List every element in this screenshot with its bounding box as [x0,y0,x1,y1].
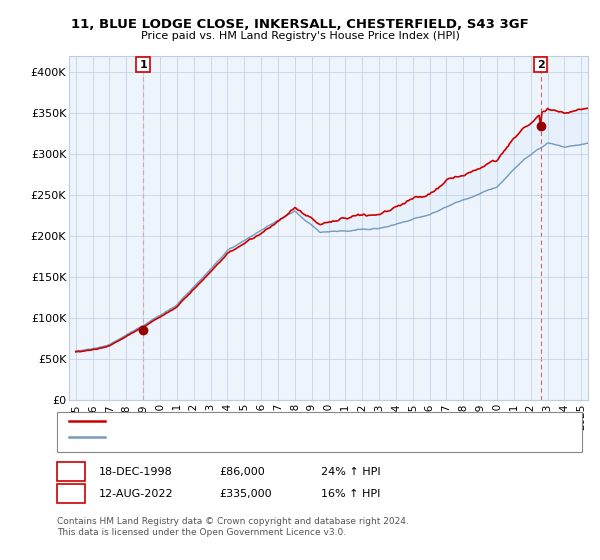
Text: £335,000: £335,000 [219,489,272,499]
Text: 1: 1 [139,59,147,69]
Text: 18-DEC-1998: 18-DEC-1998 [99,466,173,477]
Text: 11, BLUE LODGE CLOSE, INKERSALL, CHESTERFIELD, S43 3GF (detached house): 11, BLUE LODGE CLOSE, INKERSALL, CHESTER… [109,416,525,426]
Text: 2: 2 [536,59,544,69]
Text: HPI: Average price, detached house, Chesterfield: HPI: Average price, detached house, Ches… [109,432,365,442]
Text: 2: 2 [67,487,75,501]
Text: Price paid vs. HM Land Registry's House Price Index (HPI): Price paid vs. HM Land Registry's House … [140,31,460,41]
Text: 24% ↑ HPI: 24% ↑ HPI [321,466,380,477]
Text: 1: 1 [67,465,75,478]
Text: Contains HM Land Registry data © Crown copyright and database right 2024.
This d: Contains HM Land Registry data © Crown c… [57,517,409,537]
Text: 12-AUG-2022: 12-AUG-2022 [99,489,173,499]
Text: 16% ↑ HPI: 16% ↑ HPI [321,489,380,499]
Text: 11, BLUE LODGE CLOSE, INKERSALL, CHESTERFIELD, S43 3GF: 11, BLUE LODGE CLOSE, INKERSALL, CHESTER… [71,18,529,31]
Text: £86,000: £86,000 [219,466,265,477]
